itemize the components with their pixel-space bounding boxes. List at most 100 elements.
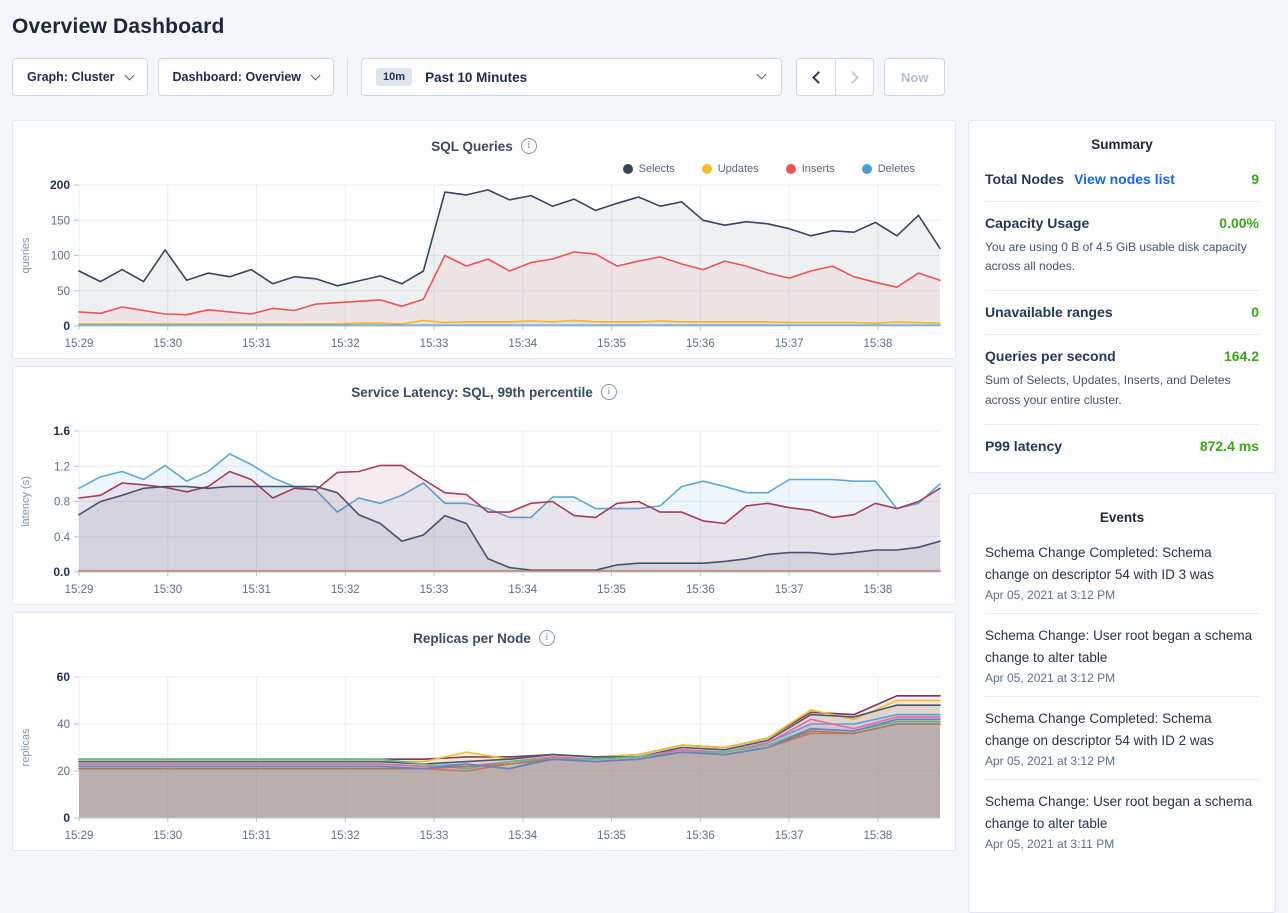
- sql-queries-chart-canvas[interactable]: 15:29 15:30 15:31 15:32 15:33 15:34 15:35 15:36…: [13, 179, 955, 356]
- svg-text:15:34: 15:34: [508, 338, 537, 350]
- svg-text:200: 200: [50, 179, 70, 192]
- graph-dropdown[interactable]: Graph: Cluster: [12, 58, 148, 96]
- time-range-badge: 10m: [376, 68, 413, 86]
- chevron-left-icon: [811, 70, 825, 84]
- svg-text:15:30: 15:30: [153, 338, 182, 350]
- replicas-chart-canvas[interactable]: 15:29 15:30 15:31 15:32 15:33 15:34 15:35 15:36…: [13, 671, 955, 848]
- svg-text:15:37: 15:37: [775, 584, 804, 596]
- svg-text:15:35: 15:35: [597, 584, 626, 596]
- chevron-down-icon: [124, 70, 134, 80]
- event-item: Schema Change Completed: Schema change o…: [985, 531, 1259, 614]
- svg-text:15:36: 15:36: [686, 338, 715, 350]
- chevron-right-icon: [846, 70, 859, 84]
- summary-metric-label: Capacity Usage: [985, 215, 1090, 231]
- event-timestamp: Apr 05, 2021 at 3:12 PM: [985, 670, 1116, 685]
- svg-text:15:35: 15:35: [597, 830, 626, 842]
- time-range-label: Past 10 Minutes: [425, 69, 528, 85]
- chart-title: Service Latency: SQL, 99th percentile: [351, 384, 593, 400]
- chart-panel-service-latency: Service Latency: SQL, 99th percentile i …: [12, 366, 956, 605]
- summary-row: Unavailable ranges 0: [985, 291, 1259, 336]
- svg-text:1.2: 1.2: [54, 461, 70, 473]
- svg-text:15:31: 15:31: [242, 584, 271, 596]
- svg-text:0.4: 0.4: [54, 532, 71, 544]
- legend-dot-icon: [701, 164, 712, 174]
- svg-text:15:29: 15:29: [65, 830, 94, 842]
- next-range-button[interactable]: [835, 59, 874, 95]
- summary-metric-value: 872.4 ms: [1199, 437, 1259, 454]
- svg-text:40: 40: [57, 719, 70, 731]
- summary-row: Capacity Usage 0.00% You are using 0 B of …: [985, 202, 1259, 292]
- service-latency-chart-canvas[interactable]: 15:29 15:30 15:31 15:32 15:33 15:34 15:35 15:36…: [13, 425, 955, 602]
- graph-dropdown-label: Graph: Cluster: [27, 70, 115, 84]
- legend-dot-icon: [785, 164, 796, 174]
- legend-dot-icon: [622, 164, 633, 174]
- summary-metric-label: Total Nodes: [985, 171, 1065, 187]
- info-icon[interactable]: i: [600, 384, 617, 400]
- chart-legend: Selects Updates Inserts Deletes: [13, 161, 955, 177]
- svg-text:15:37: 15:37: [775, 338, 804, 350]
- dashboard-dropdown[interactable]: Dashboard: Overview: [157, 58, 335, 96]
- svg-text:15:34: 15:34: [508, 830, 537, 842]
- summary-metric-value: 0: [1251, 304, 1259, 321]
- chart-panel-sql-queries: SQL Queries i Selects Updates Inserts Delet…: [12, 120, 956, 359]
- event-text: Schema Change Completed: Schema change o…: [985, 710, 1214, 748]
- svg-text:20: 20: [57, 766, 70, 778]
- svg-text:15:36: 15:36: [686, 584, 715, 596]
- svg-text:15:38: 15:38: [863, 338, 892, 350]
- chevron-down-icon: [310, 70, 321, 80]
- event-timestamp: Apr 05, 2021 at 3:12 PM: [985, 753, 1116, 768]
- view-nodes-list-link[interactable]: View nodes list: [1074, 171, 1175, 187]
- svg-text:0: 0: [63, 319, 70, 333]
- charts-column: SQL Queries i Selects Updates Inserts Delet…: [12, 120, 956, 851]
- svg-text:15:30: 15:30: [153, 584, 182, 596]
- event-text: Schema Change: User root began a schema …: [985, 793, 1253, 831]
- summary-metric-label: Queries per second: [985, 348, 1116, 365]
- sidebar-column: Summary Total Nodes View nodes list 9 Capac…: [968, 120, 1276, 913]
- summary-row: Queries per second 164.2 Sum of Selects, U…: [985, 335, 1259, 425]
- chart-title: Replicas per Node: [413, 630, 531, 646]
- svg-text:15:38: 15:38: [863, 584, 892, 596]
- svg-text:15:32: 15:32: [331, 338, 360, 350]
- svg-text:60: 60: [57, 671, 71, 684]
- info-icon[interactable]: i: [538, 630, 555, 646]
- now-button[interactable]: Now: [884, 58, 946, 96]
- svg-text:15:33: 15:33: [420, 584, 449, 596]
- legend-label: Deletes: [877, 163, 915, 175]
- summary-metric-value: 9: [1251, 171, 1259, 187]
- svg-text:15:32: 15:32: [331, 830, 360, 842]
- legend-label: Inserts: [801, 163, 835, 175]
- summary-panel: Summary Total Nodes View nodes list 9 Capac…: [968, 120, 1276, 473]
- svg-text:15:30: 15:30: [153, 830, 182, 842]
- legend-label: Updates: [717, 163, 759, 175]
- legend-item-selects: Selects: [622, 161, 675, 177]
- content: SQL Queries i Selects Updates Inserts Delet…: [12, 120, 1276, 913]
- toolbar: Graph: Cluster Dashboard: Overview 10m P…: [12, 58, 1276, 96]
- events-list: Schema Change Completed: Schema change o…: [985, 531, 1259, 862]
- info-icon[interactable]: i: [520, 138, 537, 154]
- svg-text:latency (s): latency (s): [20, 476, 32, 527]
- legend-item-deletes: Deletes: [861, 161, 915, 177]
- svg-text:15:29: 15:29: [65, 584, 94, 596]
- toolbar-divider: [347, 58, 349, 96]
- previous-range-button[interactable]: [797, 59, 836, 95]
- chart-title: SQL Queries: [431, 138, 513, 154]
- page-title: Overview Dashboard: [12, 15, 225, 38]
- summary-metric-subtext: Sum of Selects, Updates, Inserts, and De…: [985, 373, 1231, 407]
- svg-text:0: 0: [63, 811, 70, 825]
- summary-rows: Total Nodes View nodes list 9 Capacity Usag…: [985, 158, 1259, 468]
- legend-dot-icon: [861, 164, 872, 174]
- event-item: Schema Change: User root began a schema …: [985, 780, 1259, 862]
- svg-text:15:36: 15:36: [686, 830, 715, 842]
- legend-label: Selects: [638, 163, 675, 175]
- svg-text:15:32: 15:32: [331, 584, 360, 596]
- time-range-selector[interactable]: 10m Past 10 Minutes: [361, 58, 783, 96]
- svg-text:100: 100: [51, 251, 70, 263]
- event-text: Schema Change: User root began a schema …: [985, 627, 1253, 665]
- svg-text:queries: queries: [20, 237, 32, 274]
- summary-title: Summary: [1091, 137, 1153, 152]
- svg-text:150: 150: [51, 215, 70, 227]
- svg-text:50: 50: [57, 286, 70, 298]
- svg-text:15:33: 15:33: [420, 338, 449, 350]
- svg-text:15:35: 15:35: [597, 338, 626, 350]
- summary-metric-value: 164.2: [1223, 348, 1259, 365]
